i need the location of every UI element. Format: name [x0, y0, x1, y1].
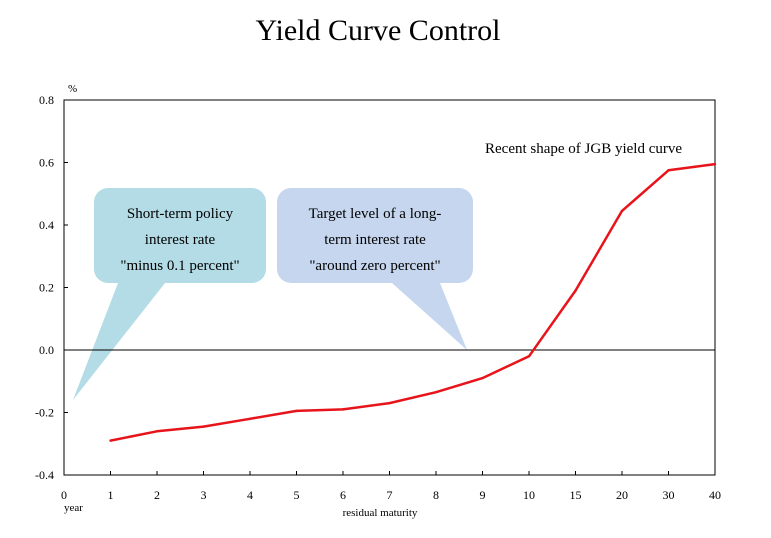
- x-tick-label: 30: [663, 488, 675, 502]
- x-tick-label: 40: [709, 488, 721, 502]
- x-tick-label: 20: [616, 488, 628, 502]
- y-tick-label: 0.6: [39, 156, 54, 170]
- series-point: [341, 408, 345, 411]
- callout-text-line: "minus 0.1 percent": [120, 258, 239, 274]
- series-point: [109, 439, 112, 442]
- y-tick-label: -0.2: [35, 406, 54, 420]
- y-tick-label: 0.4: [39, 218, 54, 232]
- x-tick-label: 7: [387, 488, 393, 502]
- series-point: [527, 355, 531, 358]
- series-point: [155, 430, 159, 433]
- y-tick-label: 0.2: [39, 281, 54, 295]
- callout-box: [277, 188, 473, 283]
- callout-text-line: Target level of a long-: [309, 206, 442, 222]
- annotation-recent-shape: Recent shape of JGB yield curve: [485, 141, 682, 157]
- callout-tail: [392, 283, 467, 350]
- series-line: [110, 162, 716, 442]
- y-axis: 0.8 0.6 0.4 0.2 0.0 -0.2 -0.4: [35, 93, 68, 482]
- series-point: [388, 401, 391, 405]
- series-point: [574, 289, 577, 292]
- series-point: [434, 390, 438, 394]
- x-tick-label: 10: [523, 488, 535, 502]
- y-tick-label: 0.0: [39, 343, 54, 357]
- series-point: [295, 409, 298, 413]
- x-tick-label: 3: [201, 488, 207, 502]
- callout-text-line: term interest rate: [324, 232, 426, 248]
- callout-text-line: "around zero percent": [309, 258, 440, 274]
- x-tick-label: 9: [480, 488, 486, 502]
- callout-text-line: Short-term policy: [127, 206, 234, 222]
- x-tick-label: 0: [61, 488, 67, 502]
- y-tick-label: 0.8: [39, 93, 54, 107]
- x-tick-label: 1: [108, 488, 114, 502]
- x-axis-label: residual maturity: [343, 507, 418, 519]
- chart-title: Yield Curve Control: [256, 14, 501, 47]
- series-point: [713, 162, 717, 166]
- callout-1: Short-term policy interest rate "minus 0.1…: [73, 188, 266, 400]
- series-point: [202, 425, 205, 428]
- x-tick-label: 4: [247, 488, 253, 502]
- y-axis-unit: %: [68, 83, 77, 95]
- x-tick-label: 2: [154, 488, 160, 502]
- series-point: [248, 417, 252, 420]
- series-points: [109, 162, 717, 442]
- callout-2: Target level of a long-term interest rat…: [277, 188, 473, 350]
- x-tick-label: 6: [340, 488, 346, 502]
- x-axis: 0 1 2 3 4 5 6 7 8 9 10 15 20 30 40: [61, 471, 721, 502]
- callout-text-line: interest rate: [145, 232, 216, 248]
- x-tick-label: 5: [294, 488, 300, 502]
- callout-tail: [73, 283, 165, 400]
- callout-layer: Short-term policy interest rate "minus 0.1…: [73, 188, 473, 400]
- y-tick-label: -0.4: [35, 468, 54, 482]
- callout-box: [94, 188, 266, 283]
- x-tick-label: 15: [570, 488, 582, 502]
- x-axis-unit-label: year: [64, 502, 83, 514]
- series-point: [481, 376, 484, 380]
- series-point: [620, 209, 624, 213]
- x-tick-label: 8: [433, 488, 439, 502]
- series-point: [667, 169, 670, 172]
